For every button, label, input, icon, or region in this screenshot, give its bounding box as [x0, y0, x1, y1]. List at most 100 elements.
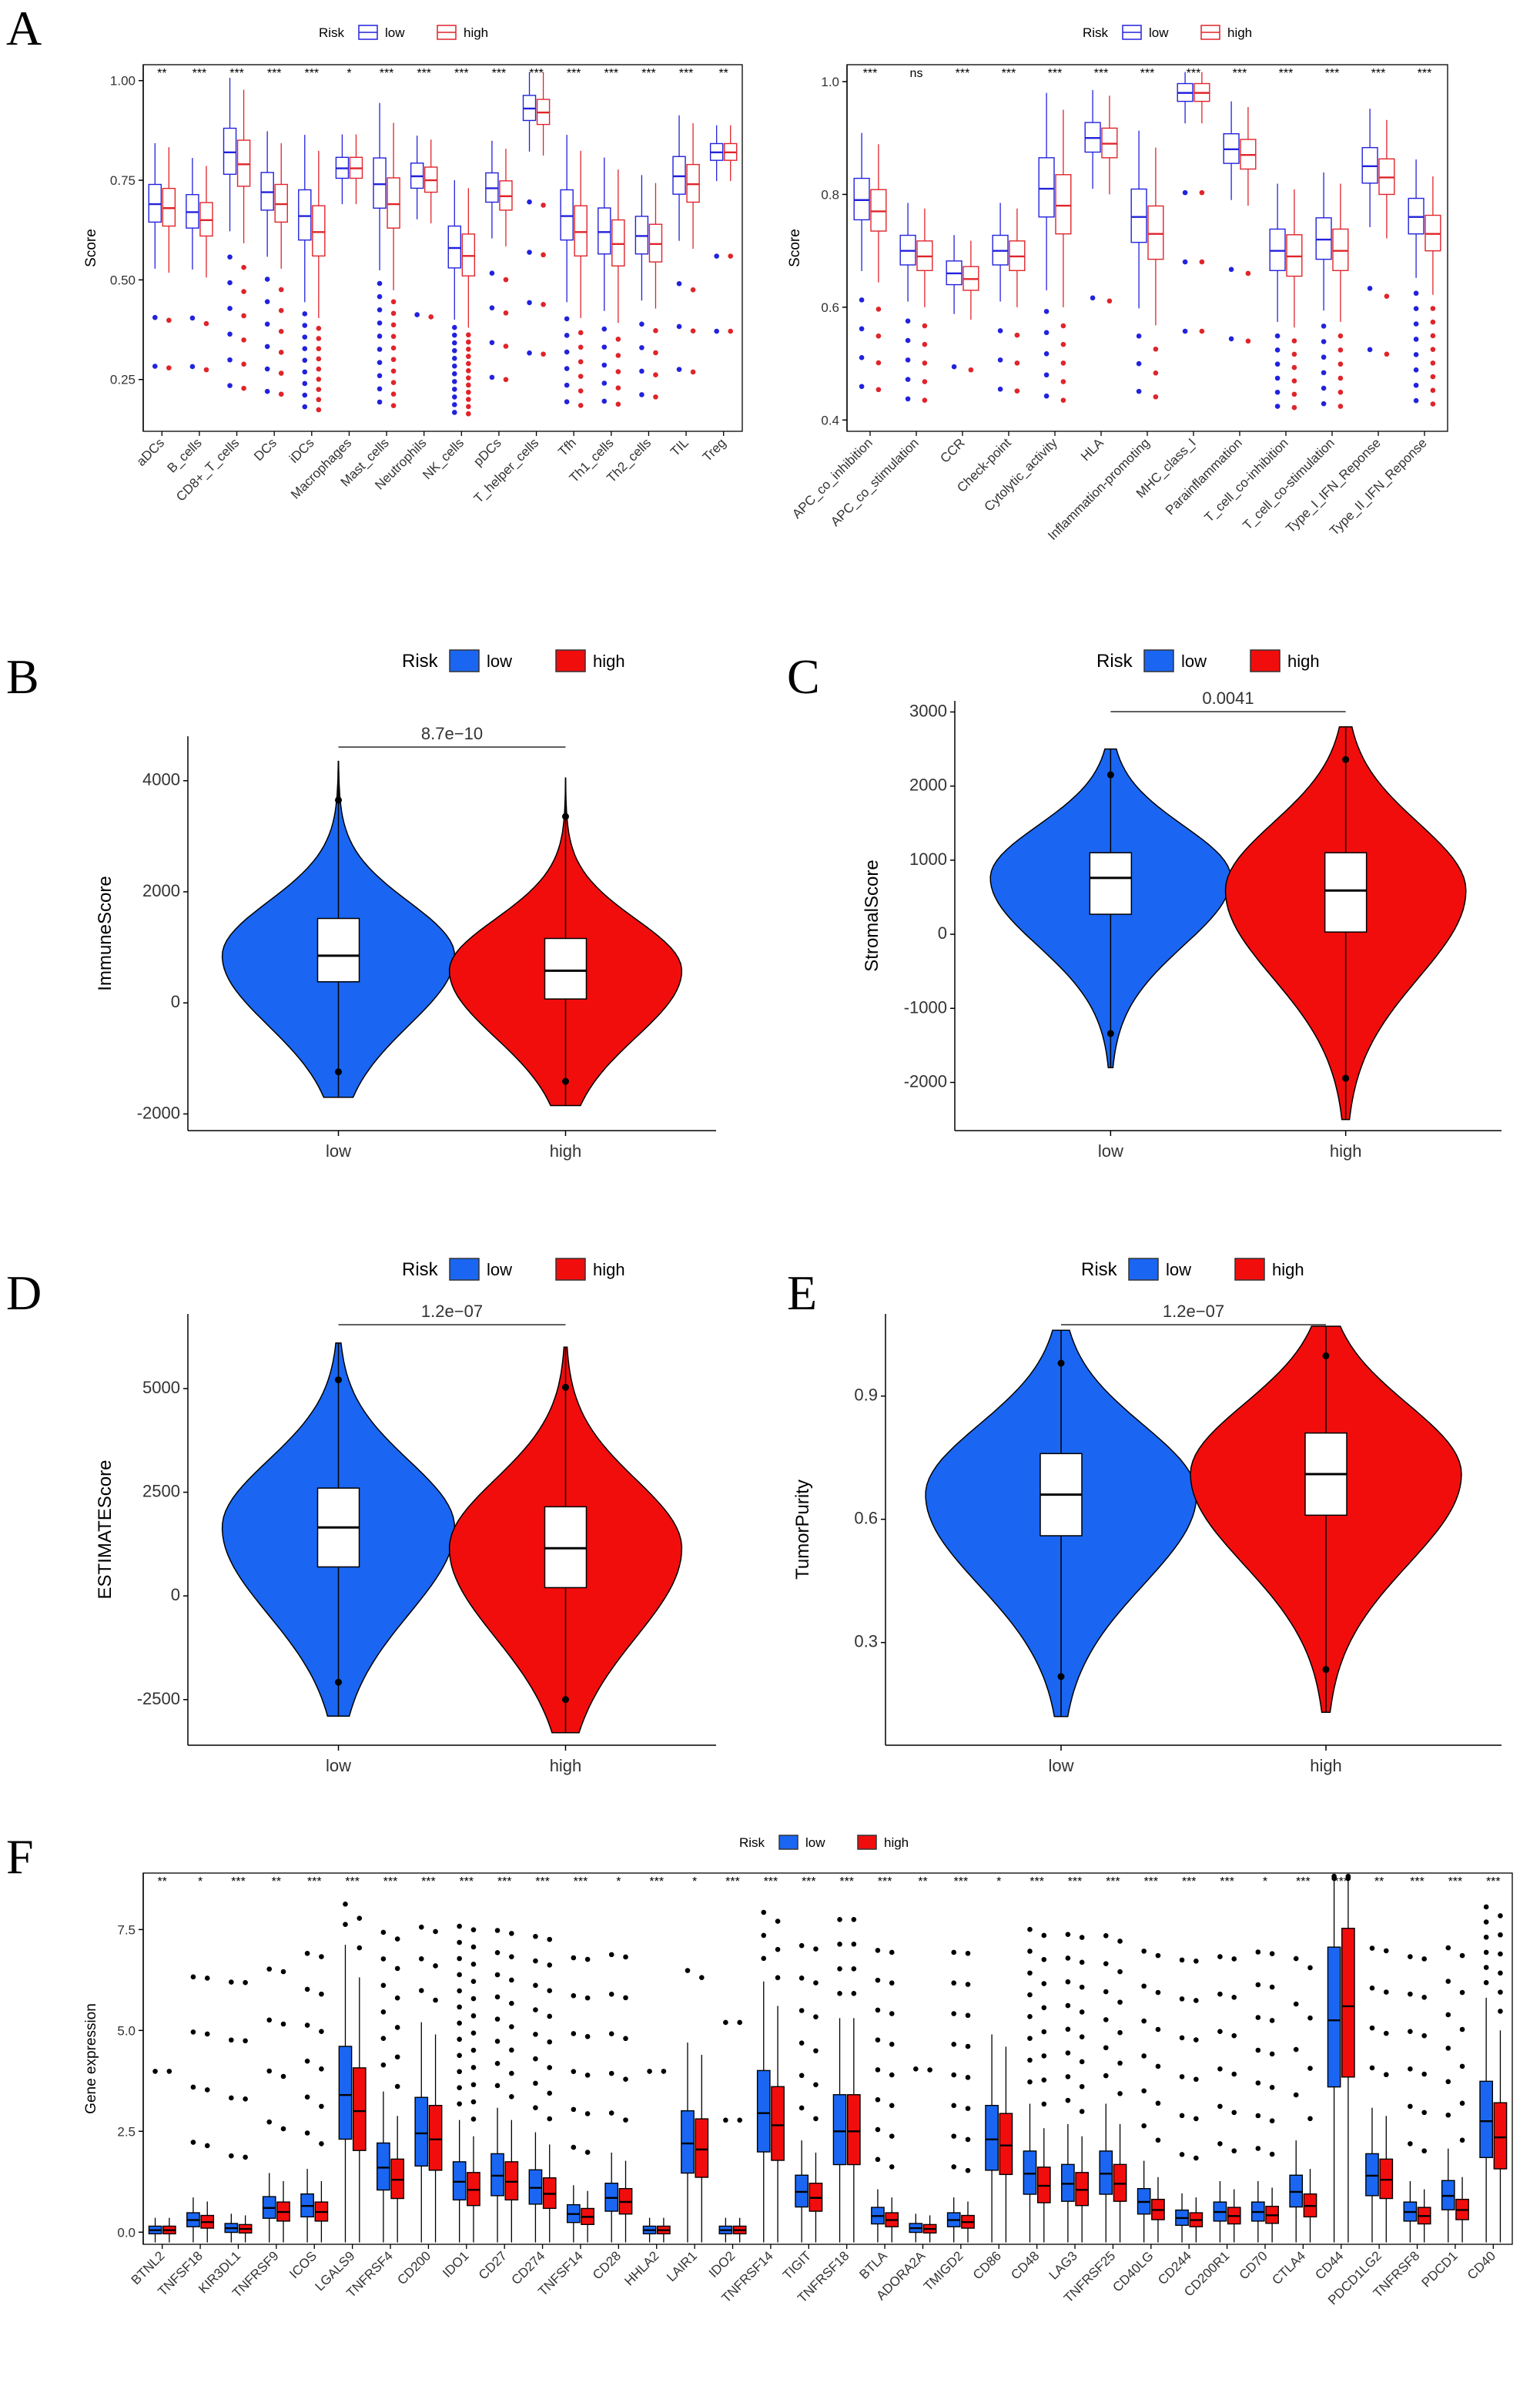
outlier-high [241, 361, 246, 367]
outlier-low [608, 1952, 614, 1958]
outlier-low [1182, 189, 1188, 196]
outlier-low [997, 328, 1003, 333]
outlier-high [1322, 1666, 1330, 1674]
outlier-low [875, 1948, 881, 1953]
outlier-low [227, 280, 233, 286]
outlier-low [1274, 404, 1281, 409]
outlier-low [761, 1932, 767, 1939]
outlier-low [571, 2144, 577, 2150]
outlier-low [905, 337, 911, 343]
outlier-low [533, 2105, 538, 2111]
significance-label: * [1263, 1875, 1267, 1888]
outlier-high [813, 2116, 819, 2122]
outlier-high [390, 322, 397, 328]
outlier-high [1041, 1956, 1047, 1962]
outlier-low [1090, 295, 1096, 301]
outlier-high [1337, 361, 1344, 367]
outlier-high [466, 411, 471, 417]
outlier-high [1194, 1959, 1199, 1964]
outlier-high [1307, 2116, 1313, 2122]
outlier-high [470, 1944, 477, 1950]
x-tick-label: CD200 [394, 2248, 434, 2287]
legend-label-low: low [487, 652, 512, 671]
y-tick-label: 5000 [142, 1378, 180, 1397]
outlier-high [1269, 1984, 1275, 1990]
outlier-high [547, 2116, 553, 2122]
y-tick-label: 7.5 [117, 1922, 136, 1937]
outlier-low [1027, 1926, 1033, 1932]
outlier-high [889, 2103, 895, 2109]
outlier-low [1141, 1983, 1147, 1989]
outlier-low [1255, 1982, 1261, 1988]
outlier-low [380, 2009, 387, 2015]
outlier-high [775, 1946, 781, 1952]
outlier-low [457, 1988, 462, 1994]
significance-label: * [692, 1875, 697, 1888]
outlier-low [1293, 2046, 1299, 2053]
outlier-low [302, 311, 308, 317]
outlier-high [541, 203, 546, 208]
outlier-high [466, 332, 471, 338]
x-tick-label: DCs [251, 435, 280, 464]
outlier-low [377, 307, 383, 313]
box-low [1365, 2153, 1379, 2197]
outlier-low [335, 1678, 343, 1686]
significance-label: *** [417, 67, 431, 80]
outlier-high [813, 1946, 819, 1952]
outlier-high [584, 1956, 591, 1962]
x-tick-label: T_helper_cells [471, 435, 542, 506]
legend-label-low: low [805, 1835, 825, 1850]
outlier-low [1179, 1996, 1185, 2002]
x-tick-label: low [326, 1756, 351, 1775]
outlier-low [859, 326, 865, 332]
x-tick-label: aDCs [134, 435, 167, 468]
outlier-low [1274, 333, 1281, 339]
outlier-high [1153, 370, 1159, 376]
outlier-high [1231, 2071, 1237, 2077]
box-low [681, 2110, 695, 2174]
outlier-high [965, 2075, 971, 2080]
outlier-high [503, 343, 509, 349]
outlier-low [489, 374, 495, 380]
outlier-high [1231, 2148, 1237, 2154]
significance-label: ** [1374, 1875, 1384, 1888]
outlier-low [377, 386, 383, 392]
outlier-low [951, 2011, 957, 2016]
outlier-high [1117, 1939, 1123, 1944]
outlier-high [775, 1919, 781, 1924]
outlier-high [390, 310, 397, 317]
outlier-high [1421, 2032, 1427, 2039]
outlier-low [380, 2036, 387, 2042]
significance-label: * [616, 1875, 621, 1888]
x-tick-label: TMIGD2 [921, 2248, 966, 2294]
legend-title: Risk [402, 651, 439, 672]
outlier-high [1459, 2100, 1465, 2106]
outlier-high [875, 307, 882, 312]
outlier-high [1430, 347, 1436, 352]
outlier-low [676, 323, 682, 330]
outlier-low [951, 2164, 957, 2170]
outlier-high [965, 1950, 971, 1956]
outlier-low [418, 1924, 424, 1930]
outlier-low [451, 394, 457, 400]
outlier-low [494, 2083, 500, 2089]
legend-label-low: low [1166, 1260, 1191, 1279]
box-high [611, 219, 625, 266]
box-low [223, 127, 237, 175]
significance-label: *** [863, 67, 878, 80]
significance-label: ns [910, 67, 923, 80]
significance-label: *** [604, 67, 618, 80]
outlier-low [1413, 382, 1419, 388]
outlier-low [377, 347, 383, 352]
outlier-low [1065, 2074, 1071, 2079]
outlier-high [922, 341, 928, 347]
outlier-low [457, 1972, 462, 1978]
outlier-low [1445, 2079, 1451, 2085]
box-high [1055, 174, 1072, 235]
outlier-low [494, 1994, 500, 2000]
outlier-high [578, 374, 584, 379]
chart-d-estimatescore: -2500 0 2500 5000 ESTIMATEScore low high 1.2e−0… [95, 1258, 716, 1775]
outlier-high [470, 2047, 477, 2053]
outlier-low [601, 362, 608, 368]
outlier-high [509, 2024, 514, 2029]
